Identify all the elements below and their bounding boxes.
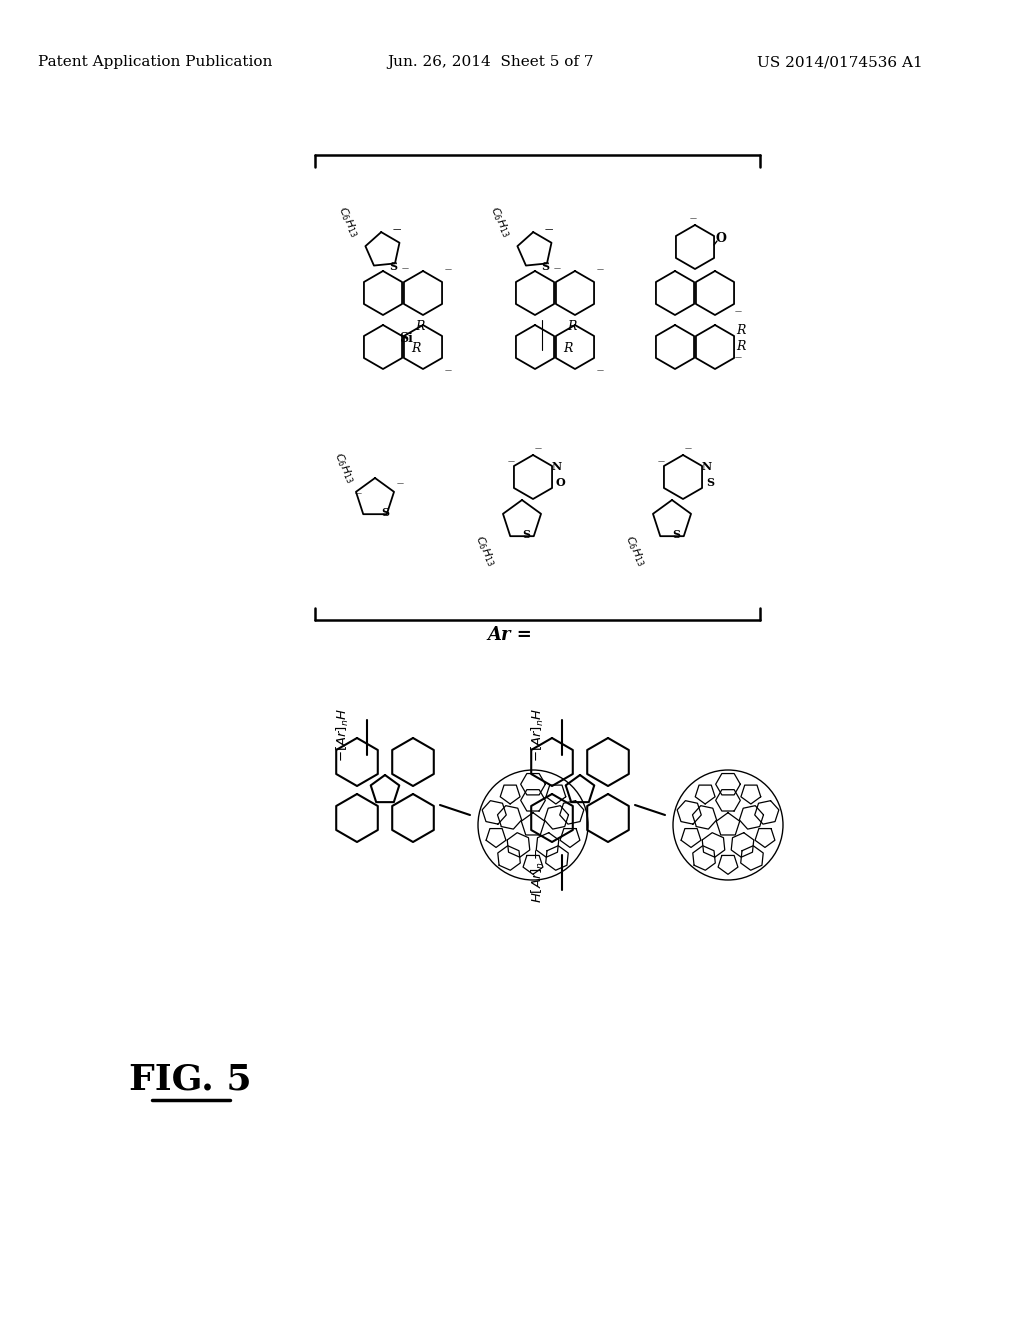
Text: —: —: [445, 367, 452, 374]
Text: —: —: [545, 226, 553, 235]
Text: S: S: [672, 529, 680, 540]
Text: —: —: [689, 215, 696, 220]
Text: $-\left[Ar\right]_nH$: $-\left[Ar\right]_nH$: [335, 708, 351, 762]
Text: R: R: [412, 342, 421, 355]
Text: —: —: [658, 458, 665, 465]
Text: —: —: [597, 267, 604, 272]
Text: S: S: [389, 260, 397, 272]
Text: —: —: [508, 458, 515, 465]
Text: $C_6H_{13}$: $C_6H_{13}$: [335, 205, 361, 240]
Text: N: N: [701, 462, 712, 473]
Text: —: —: [535, 445, 542, 451]
Text: —: —: [597, 367, 604, 374]
Text: —: —: [735, 308, 742, 314]
Text: S: S: [541, 260, 549, 272]
Text: $C_6H_{13}$: $C_6H_{13}$: [622, 533, 648, 569]
Text: Jun. 26, 2014  Sheet 5 of 7: Jun. 26, 2014 Sheet 5 of 7: [387, 55, 593, 69]
Text: US 2014/0174536 A1: US 2014/0174536 A1: [757, 55, 923, 69]
Text: S: S: [706, 478, 714, 488]
Text: FIG. 5: FIG. 5: [129, 1063, 251, 1097]
Text: O: O: [555, 478, 565, 488]
Text: —: —: [554, 265, 560, 271]
Text: $-\left[Ar\right]_nH$: $-\left[Ar\right]_nH$: [530, 708, 546, 762]
Text: —: —: [355, 490, 362, 496]
Text: —: —: [685, 445, 692, 451]
Text: Ar =: Ar =: [487, 626, 532, 644]
Text: O: O: [716, 232, 726, 246]
Text: —: —: [735, 354, 742, 360]
Text: S: S: [381, 507, 389, 517]
Text: S: S: [522, 529, 530, 540]
Text: $C_6H_{13}$: $C_6H_{13}$: [472, 533, 498, 569]
Text: R: R: [736, 341, 745, 354]
Text: R: R: [416, 321, 425, 334]
Text: Si: Si: [399, 331, 413, 345]
Text: N: N: [552, 462, 562, 473]
Text: —: —: [393, 226, 401, 235]
Text: R: R: [567, 321, 577, 334]
Text: Patent Application Publication: Patent Application Publication: [38, 55, 272, 69]
Text: $C_6H_{13}$: $C_6H_{13}$: [331, 450, 357, 486]
Text: $C_6H_{13}$: $C_6H_{13}$: [486, 205, 513, 240]
Text: —: —: [397, 480, 404, 486]
Text: $H\left[Ar\right]_n-$: $H\left[Ar\right]_n-$: [530, 847, 546, 903]
Text: R: R: [563, 342, 572, 355]
Text: —: —: [401, 265, 409, 271]
Text: R: R: [736, 323, 745, 337]
Text: —: —: [445, 267, 452, 272]
